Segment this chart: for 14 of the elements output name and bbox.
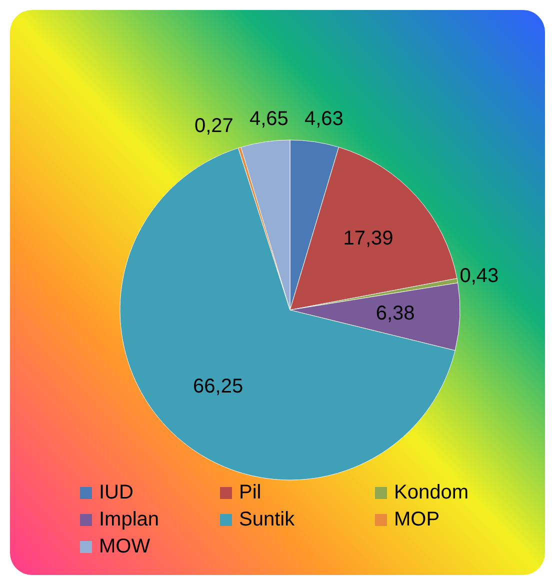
legend-label: Implan — [99, 508, 160, 530]
data-label: 6,38 — [376, 302, 415, 325]
data-label: 66,25 — [193, 375, 244, 398]
legend-label: MOP — [394, 508, 440, 530]
legend-label: Kondom — [394, 481, 468, 504]
data-label: 17,39 — [343, 228, 394, 250]
data-label: 4,63 — [304, 108, 344, 130]
data-label: 4,65 — [249, 108, 288, 130]
legend-label: MOW — [99, 535, 150, 558]
slice-label: Suntik — [239, 508, 296, 530]
legend-label: Pil — [239, 481, 262, 504]
data-label: 0,27 — [194, 114, 234, 137]
legend-label: IUD — [99, 481, 134, 504]
data-label: 0,43 — [460, 265, 499, 288]
